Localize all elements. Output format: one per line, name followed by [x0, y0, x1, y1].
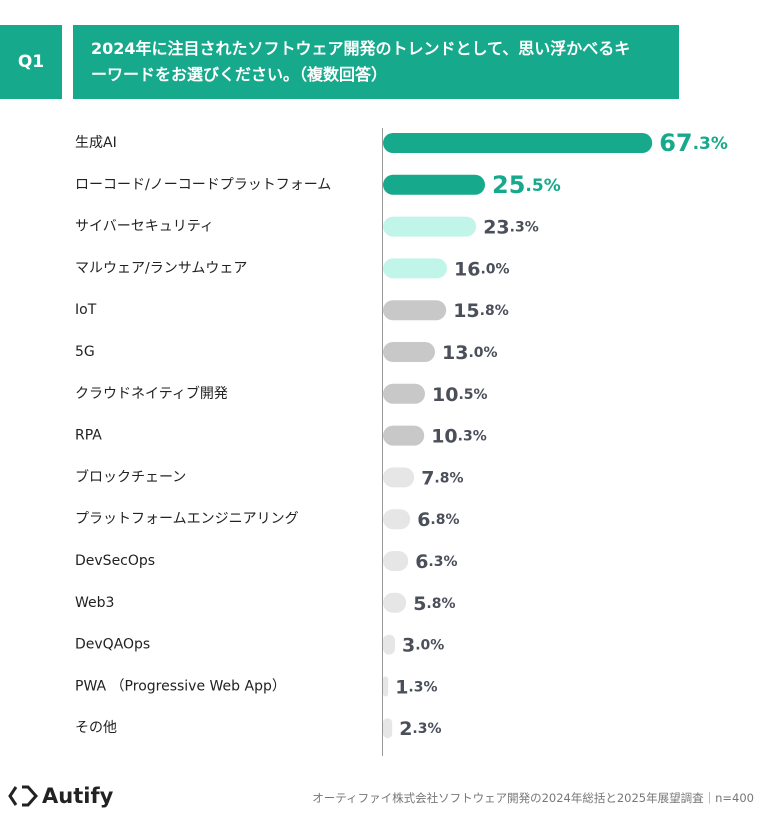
bar: [383, 718, 393, 739]
bar: [383, 342, 435, 362]
value-label: 5.8%: [413, 592, 455, 614]
category-label: マルウェア/ランサムウェア: [75, 260, 247, 276]
category-label: ローコード/ノーコードプラットフォーム: [75, 177, 331, 193]
category-label: IoT: [75, 302, 97, 318]
value-label: 6.3%: [415, 551, 457, 573]
bar: [383, 216, 477, 237]
bar: [383, 258, 447, 279]
bar: [383, 467, 415, 488]
value-label: 6.8%: [417, 509, 459, 531]
bar: [383, 676, 389, 697]
source-note: オーティファイ株式会社ソフトウェア開発の2024年総括と2025年展望調査｜n=…: [312, 791, 754, 805]
category-label: クラウドネイティブ開発: [75, 385, 228, 402]
value-label: 7.8%: [421, 467, 463, 489]
bar: [383, 133, 653, 153]
category-label: その他: [75, 720, 117, 736]
value-label: 67.3%: [659, 129, 728, 157]
logo-text: Autify: [42, 784, 114, 808]
bar: [383, 300, 447, 321]
bar: [383, 509, 411, 530]
value-label: 16.0%: [454, 258, 510, 280]
logo-icon: [8, 785, 38, 807]
category-label: ブロックチェーン: [75, 468, 186, 485]
question-badge: Q1: [0, 25, 62, 99]
value-label: 23.3%: [483, 216, 539, 238]
category-label: DevSecOps: [75, 553, 155, 569]
bar: [383, 634, 395, 655]
chart-title: 2024年に注目されたソフトウェア開発のトレンドとして、思い浮かべるキーワードを…: [73, 25, 679, 99]
category-label: 生成AI: [75, 135, 117, 151]
category-label: DevQAOps: [75, 637, 150, 653]
bar: [383, 425, 425, 446]
value-label: 2.3%: [399, 718, 441, 740]
value-label: 1.3%: [395, 676, 437, 698]
bar: [383, 383, 425, 404]
category-label: PWA （Progressive Web App）: [75, 678, 286, 694]
bar: [383, 592, 407, 613]
logo: Autify: [8, 784, 113, 808]
category-label: 5G: [75, 344, 95, 360]
value-label: 3.0%: [402, 634, 444, 656]
bar: [383, 174, 485, 195]
category-label: プラットフォームエンジニアリング: [75, 511, 299, 527]
category-label: サイバーセキュリティ: [75, 219, 214, 235]
value-label: 13.0%: [442, 342, 498, 364]
value-label: 25.5%: [492, 171, 561, 199]
category-label: Web3: [75, 595, 114, 611]
category-label: RPA: [75, 428, 102, 444]
value-label: 10.5%: [432, 383, 488, 405]
value-label: 15.8%: [453, 300, 509, 322]
bar: [383, 551, 409, 571]
value-label: 10.3%: [431, 425, 487, 447]
